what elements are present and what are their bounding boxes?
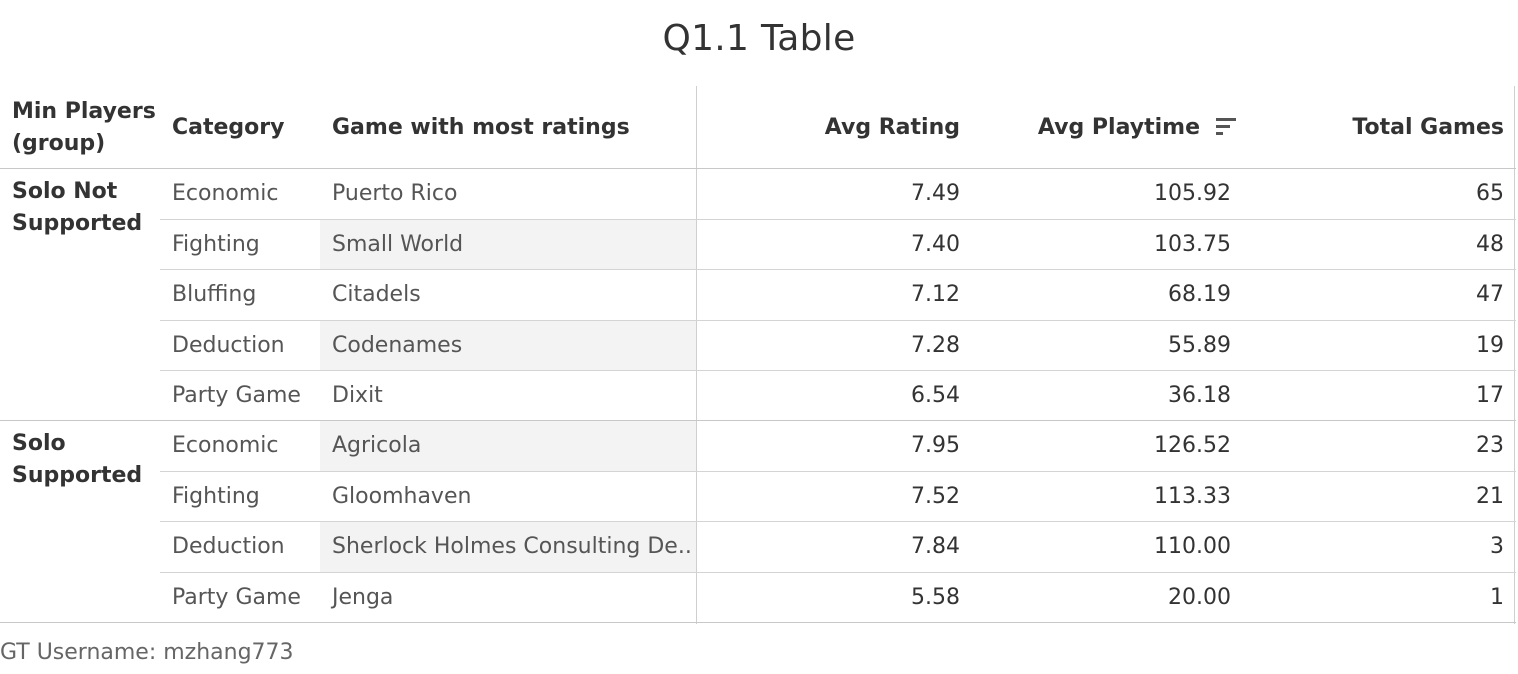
group-label-line2: Supported: [12, 463, 143, 488]
game-cell: Gloomhaven: [332, 484, 472, 509]
table-row[interactable]: Party Game Jenga 5.58 20.00 1: [0, 573, 1516, 623]
game-cell: Small World: [320, 220, 696, 270]
game-cell: Citadels: [332, 282, 421, 307]
table-row[interactable]: Fighting Small World 7.40 103.75 48: [0, 220, 1516, 270]
category-cell: Deduction: [172, 534, 285, 559]
table-row[interactable]: Deduction Codenames 7.28 55.89 19: [0, 321, 1516, 371]
column-divider: [696, 86, 697, 624]
avg-playtime-cell: 68.19: [1168, 282, 1231, 307]
game-cell: Jenga: [332, 585, 394, 610]
avg-rating-cell: 7.40: [911, 232, 960, 257]
game-cell: Agricola: [320, 421, 696, 471]
group-divider: [0, 420, 1516, 421]
avg-playtime-cell: 55.89: [1168, 333, 1231, 358]
header-avg-rating[interactable]: Avg Rating: [824, 115, 960, 140]
row-divider: [160, 471, 1516, 472]
avg-rating-cell: 7.28: [911, 333, 960, 358]
avg-rating-cell: 7.49: [911, 181, 960, 206]
header-total-games[interactable]: Total Games: [1352, 115, 1504, 140]
avg-playtime-cell: 126.52: [1154, 433, 1231, 458]
table-row[interactable]: Party Game Dixit 6.54 36.18 17: [0, 371, 1516, 421]
header-avg-playtime[interactable]: Avg Playtime: [1037, 115, 1200, 140]
table-row[interactable]: Bluffing Citadels 7.12 68.19 47: [0, 270, 1516, 320]
game-cell: Codenames: [320, 321, 696, 371]
avg-playtime-cell: 113.33: [1154, 484, 1231, 509]
footer-username: GT Username: mzhang773: [0, 640, 294, 665]
group-label-line2: Supported: [12, 211, 143, 236]
row-divider: [160, 269, 1516, 270]
row-divider: [160, 370, 1516, 371]
total-games-cell: 3: [1490, 534, 1504, 559]
game-cell: Sherlock Holmes Consulting De..: [320, 522, 696, 572]
total-games-cell: 17: [1476, 383, 1504, 408]
group-label-line1: Solo: [12, 431, 66, 456]
row-divider: [160, 572, 1516, 573]
table-row[interactable]: Fighting Gloomhaven 7.52 113.33 21: [0, 472, 1516, 522]
row-divider: [160, 320, 1516, 321]
table-row[interactable]: Deduction Sherlock Holmes Consulting De.…: [0, 522, 1516, 572]
header-min-players-line1: Min Players: [12, 99, 156, 124]
group-label-solo-not-supported: Solo Not Supported: [12, 176, 142, 240]
total-games-cell: 21: [1476, 484, 1504, 509]
avg-rating-cell: 5.58: [911, 585, 960, 610]
category-cell: Fighting: [172, 232, 260, 257]
chart-title: Q1.1 Table: [662, 18, 856, 59]
group-label-solo-supported: Solo Supported: [12, 428, 142, 492]
avg-playtime-cell: 20.00: [1168, 585, 1231, 610]
avg-rating-cell: 7.52: [911, 484, 960, 509]
game-cell: Dixit: [332, 383, 383, 408]
category-cell: Economic: [172, 433, 279, 458]
header-min-players[interactable]: Min Players (group): [12, 96, 156, 160]
total-games-cell: 1: [1490, 585, 1504, 610]
total-games-cell: 23: [1476, 433, 1504, 458]
row-divider: [160, 219, 1516, 220]
avg-playtime-cell: 110.00: [1154, 534, 1231, 559]
header-category[interactable]: Category: [172, 115, 285, 140]
game-cell: Puerto Rico: [332, 181, 458, 206]
row-divider: [160, 521, 1516, 522]
avg-playtime-cell: 105.92: [1154, 181, 1231, 206]
table-row[interactable]: Economic Puerto Rico 7.49 105.92 65: [0, 169, 1516, 219]
right-border: [1514, 86, 1515, 624]
group-label-line1: Solo Not: [12, 179, 118, 204]
header-divider: [0, 168, 1516, 169]
table-row[interactable]: Economic Agricola 7.95 126.52 23: [0, 421, 1516, 471]
category-cell: Party Game: [172, 383, 301, 408]
total-games-cell: 47: [1476, 282, 1504, 307]
avg-playtime-cell: 36.18: [1168, 383, 1231, 408]
header-game[interactable]: Game with most ratings: [332, 115, 630, 140]
category-cell: Party Game: [172, 585, 301, 610]
total-games-cell: 19: [1476, 333, 1504, 358]
category-cell: Fighting: [172, 484, 260, 509]
avg-rating-cell: 6.54: [911, 383, 960, 408]
header-min-players-line2: (group): [12, 131, 106, 156]
avg-playtime-cell: 103.75: [1154, 232, 1231, 257]
category-cell: Economic: [172, 181, 279, 206]
sort-descending-icon[interactable]: [1214, 116, 1238, 138]
total-games-cell: 65: [1476, 181, 1504, 206]
total-games-cell: 48: [1476, 232, 1504, 257]
avg-rating-cell: 7.84: [911, 534, 960, 559]
avg-rating-cell: 7.12: [911, 282, 960, 307]
category-cell: Bluffing: [172, 282, 257, 307]
table-bottom-border: [0, 622, 1516, 623]
category-cell: Deduction: [172, 333, 285, 358]
avg-rating-cell: 7.95: [911, 433, 960, 458]
